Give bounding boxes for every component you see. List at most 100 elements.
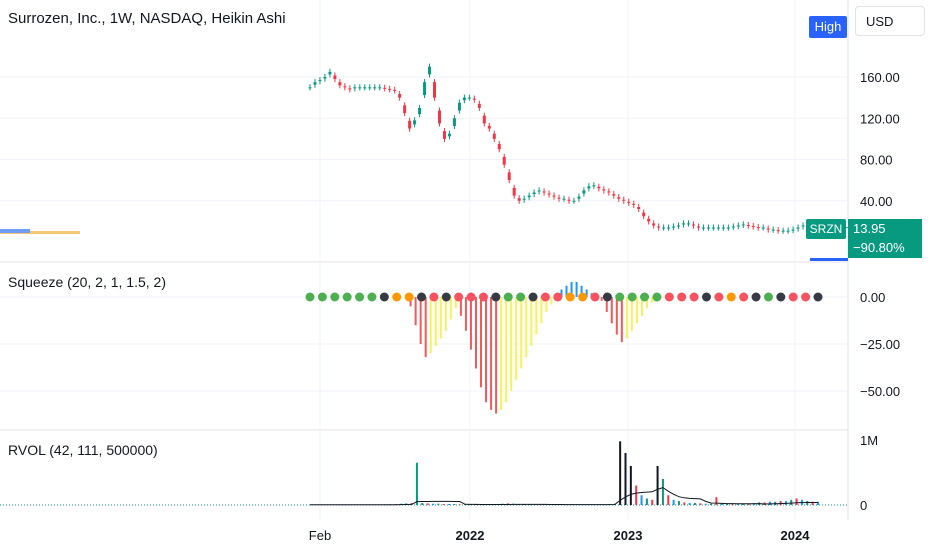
candle [657,226,661,228]
rvol-bar [811,501,814,505]
squeeze-bar [500,297,503,410]
candle [338,82,342,86]
candle [403,105,407,114]
squeeze-bar [520,297,523,369]
candle [358,87,362,89]
squeeze-dot [317,292,327,302]
candle [467,97,471,99]
candle [552,195,556,197]
squeeze-dot [776,292,786,302]
candle [751,226,755,228]
squeeze-bar [525,297,528,358]
rvol-bar [426,503,429,505]
squeeze-bar [600,297,603,301]
squeeze-bar [424,297,427,358]
rvol-bar [619,441,622,505]
squeeze-bar [429,297,432,354]
rvol-bar [635,485,638,505]
squeeze-dot [553,292,563,302]
rvol-bar [672,499,675,505]
x-tick-label: 2022 [456,528,485,543]
rvol-bar [720,503,723,505]
candle [378,87,382,89]
squeeze-legend[interactable]: Squeeze (20, 2, 1, 1.5, 2) [8,274,166,290]
squeeze-dot [516,292,526,302]
candle [771,229,775,231]
rvol-bar [656,466,659,505]
rvol-bar [683,502,686,505]
candle [687,223,691,225]
candle [462,97,466,101]
candle [801,225,805,227]
candle [442,131,446,139]
squeeze-bar [464,297,467,331]
price-tick-label: 80.00 [860,153,893,168]
candle [577,196,581,199]
candle [647,218,651,222]
rvol-tick-label: 0 [860,498,867,513]
squeeze-dot [503,292,513,302]
candle [398,94,402,98]
last-price: 13.95 [853,221,886,236]
candle [437,110,441,124]
candle [627,201,631,203]
squeeze-bar [505,297,508,403]
squeeze-bar [585,289,588,297]
candle [736,225,740,227]
rvol-legend[interactable]: RVOL (42, 111, 500000) [8,442,158,458]
currency-selector[interactable]: USD [855,6,925,36]
rvol-bar [710,503,713,505]
squeeze-bar [540,297,543,324]
candle [637,206,641,209]
rvol-bar [731,503,734,505]
rvol-bar [629,466,632,505]
candle [343,86,347,88]
candle [652,223,656,226]
squeeze-bar [474,297,477,369]
squeeze-dot [466,292,476,302]
rvol-bar [651,499,654,505]
rvol-bar [742,503,745,505]
candle [567,199,571,201]
rvol-bar [661,479,664,505]
candle [517,198,521,201]
squeeze-dot [590,292,600,302]
price-tick-label: 160.00 [860,70,900,85]
candle [418,107,422,115]
rvol-bar [421,503,424,505]
candle [308,87,312,89]
candle [507,172,511,181]
squeeze-bar [439,297,442,339]
candle [542,191,546,193]
candle [607,191,611,193]
rvol-bar [458,504,461,505]
squeeze-dot [701,292,711,302]
rvol-bar [624,453,627,505]
squeeze-bar [495,297,498,414]
candle [532,192,536,195]
candle [363,87,367,89]
squeeze-dot [404,292,414,302]
high-marker [810,258,848,261]
candle [662,227,666,229]
squeeze-bar [469,297,472,350]
candle [622,199,626,201]
squeeze-bar [625,297,628,339]
squeeze-tick-label: 0.00 [860,290,885,305]
squeeze-bar [535,297,538,335]
candle [527,195,531,198]
candle [572,200,576,202]
squeeze-dot [788,292,798,302]
candle [353,87,357,89]
squeeze-dot [330,292,340,302]
squeeze-bar [490,297,493,410]
candle [597,186,601,189]
rvol-bar [736,503,739,505]
squeeze-bar [444,297,447,331]
high-button[interactable]: High [809,16,847,38]
squeeze-bar [620,297,623,343]
squeeze-bar [651,297,654,303]
candle [348,88,352,90]
squeeze-dot [677,292,687,302]
candle [428,66,432,75]
